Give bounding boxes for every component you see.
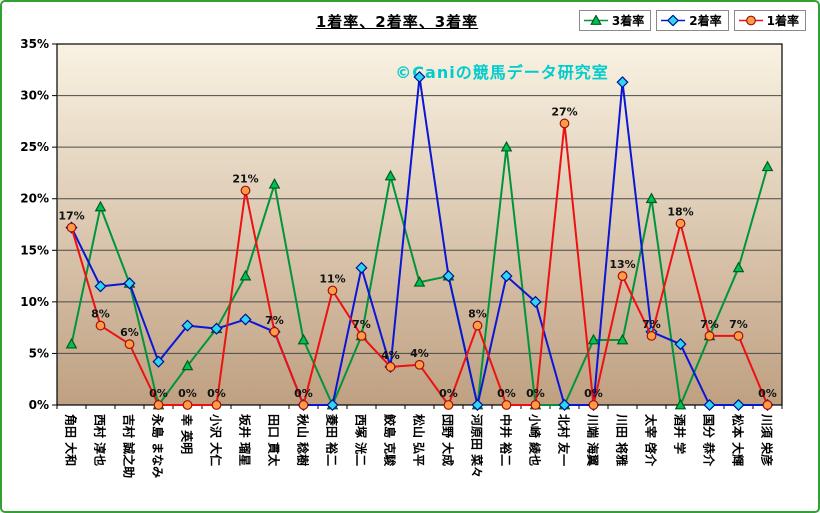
- y-axis-label: 35%: [20, 37, 49, 51]
- x-axis-label: 田口 貫太: [267, 414, 282, 467]
- x-axis-label: 角田 大和: [64, 414, 79, 466]
- x-axis-label: 団野 大成: [441, 414, 456, 466]
- data-label: 6%: [120, 326, 139, 339]
- x-axis-label: 北村 友一: [557, 414, 572, 466]
- data-label: 0%: [758, 387, 777, 400]
- legend-item-first-place: 1着率: [733, 10, 806, 31]
- y-axis-label: 10%: [20, 295, 49, 309]
- x-axis-label: 中井 裕二: [499, 414, 514, 466]
- data-label: 0%: [584, 387, 603, 400]
- data-label: 0%: [207, 387, 226, 400]
- data-label: 7%: [729, 318, 748, 331]
- data-label: 0%: [526, 387, 545, 400]
- data-label: 17%: [58, 210, 84, 223]
- y-axis-label: 0%: [29, 398, 49, 412]
- y-axis-label: 30%: [20, 89, 49, 103]
- x-axis-label: 河原田 菜々: [470, 413, 485, 478]
- plot-background: [56, 43, 783, 406]
- x-axis-label: 川田 将雅: [615, 413, 630, 466]
- data-label: 4%: [381, 349, 400, 362]
- legend-label-first-place: 1着率: [766, 14, 799, 28]
- x-axis-label: 幸 英明: [180, 414, 195, 454]
- x-axis-label: 秋山 稔樹: [296, 414, 311, 466]
- x-axis-labels: 角田 大和 西村 淳也 吉村 誠之助 永島 まなみ幸 英明 小沢 大仁 坂井 瑠星 田口 貫…: [64, 413, 775, 478]
- x-axis-label: 坂井 瑠星: [238, 414, 253, 466]
- data-label: 13%: [609, 258, 635, 271]
- x-axis-label: 永島 まなみ: [151, 413, 166, 478]
- data-label: 0%: [497, 387, 516, 400]
- chart-title: 1着率、2着率、3着率: [315, 13, 479, 31]
- data-label: 7%: [265, 314, 284, 327]
- x-axis-label: 鮫島 克駿: [383, 414, 398, 467]
- x-axis-label: 小沢 大仁: [209, 414, 224, 466]
- x-axis-label: 国分 恭介: [702, 414, 717, 467]
- y-axis: 0% 5% 10% 15% 20% 25% 30% 35%: [20, 37, 57, 412]
- data-label: 21%: [232, 172, 258, 185]
- data-label: 0%: [149, 387, 168, 400]
- legend-label-third-place: 3着率: [611, 14, 645, 28]
- y-axis-label: 5%: [29, 346, 49, 360]
- x-axis-ticks: [56, 405, 783, 409]
- data-label: 7%: [700, 318, 719, 331]
- x-axis-label: 西村 淳也: [93, 414, 108, 466]
- data-label: 7%: [352, 318, 371, 331]
- circle-marker-icon: [738, 15, 763, 26]
- x-axis-label: 西塚 洸二: [354, 414, 369, 466]
- data-label: 18%: [667, 205, 693, 218]
- y-axis-label: 20%: [20, 192, 49, 206]
- x-axis-label: 松本 大輝: [731, 414, 746, 466]
- data-label: 0%: [439, 387, 458, 400]
- x-axis-label: 川須 栄彦: [760, 413, 775, 466]
- x-axis-label: 太宰 啓介: [644, 414, 659, 467]
- x-axis-label: 川端 海翼: [586, 413, 601, 466]
- legend-item-third-place: 3着率: [578, 10, 652, 31]
- x-axis-label: 吉村 誠之助: [122, 414, 137, 478]
- data-label: 11%: [319, 273, 345, 286]
- data-labels-first-place-rate: 17% 8% 6% 0% 0% 0% 21% 7% 0% 11% 7% 4% 4% 0% 8% 0% 0% 27%…: [58, 105, 777, 400]
- y-axis-label: 25%: [20, 140, 49, 154]
- diamond-marker-icon: [661, 15, 686, 26]
- data-label: 4%: [410, 347, 429, 360]
- data-label: 0%: [178, 387, 197, 400]
- data-label: 0%: [294, 387, 313, 400]
- triangle-marker-icon: [583, 15, 608, 25]
- data-label: 27%: [551, 105, 577, 118]
- data-label: 8%: [91, 308, 110, 321]
- x-axis-label: 菱田 裕二: [325, 414, 340, 466]
- watermark: ©Caniの競馬データ研究室: [395, 63, 608, 82]
- legend-label-second-place: 2着率: [689, 14, 722, 28]
- y-axis-label: 15%: [20, 243, 49, 257]
- data-label: 8%: [468, 308, 487, 321]
- x-axis-label: 小崎 綾也: [528, 414, 543, 466]
- chart-legend: 3着率 2着率 1着率: [578, 10, 806, 31]
- legend-item-second-place: 2着率: [656, 10, 729, 31]
- data-label: 7%: [642, 318, 661, 331]
- x-axis-label: 酒井 学: [673, 414, 688, 454]
- x-axis-label: 松山 弘平: [412, 414, 427, 466]
- series-first-place-rate: [66, 118, 773, 410]
